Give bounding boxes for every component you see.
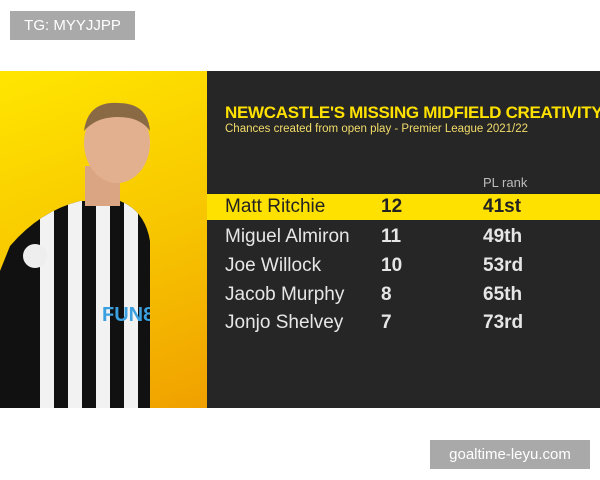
player-name: Jonjo Shelvey [225, 312, 344, 333]
sponsor-logo: FUN88 [102, 304, 165, 326]
player-row: Matt Ritchie 12 41st [207, 194, 600, 220]
pl-rank: 49th [483, 226, 523, 247]
premier-league-badge [23, 244, 47, 268]
pl-rank: 73rd [483, 312, 524, 333]
pl-rank: 65th [483, 284, 523, 305]
stats-panel: NEWCASTLE'S MISSING MIDFIELD CREATIVITY … [207, 71, 600, 408]
watermark-site: goaltime-leyu.com [430, 440, 590, 469]
player-name: Miguel Almiron [225, 226, 350, 247]
player-image: FUN88 [0, 102, 165, 408]
chances-value: 8 [381, 284, 392, 305]
player-row: Joe Willock 10 53rd [207, 253, 600, 279]
player-name: Jacob Murphy [225, 284, 345, 305]
chances-value: 12 [381, 196, 403, 217]
pl-rank: 53rd [483, 255, 524, 276]
rank-column-header: PL rank [483, 175, 528, 190]
chances-value: 10 [381, 255, 403, 276]
chances-value: 7 [381, 312, 392, 333]
player-row: Jonjo Shelvey 7 73rd [207, 310, 600, 336]
graphic-subtitle: Chances created from open play - Premier… [225, 123, 529, 135]
graphic-title: NEWCASTLE'S MISSING MIDFIELD CREATIVITY [225, 103, 600, 122]
chances-value: 11 [381, 226, 402, 247]
player-row: Miguel Almiron 11 49th [207, 224, 600, 250]
player-name: Joe Willock [225, 255, 322, 276]
player-row: Jacob Murphy 8 65th [207, 282, 600, 308]
player-name: Matt Ritchie [225, 196, 326, 217]
stats-graphic: FUN88 NEWCASTLE'S MISSING MIDFIELD CREAT… [0, 71, 600, 408]
player-photo-panel: FUN88 [0, 71, 207, 408]
pl-rank: 41st [483, 196, 522, 217]
watermark-tag: TG: MYYJJPP [10, 11, 135, 40]
